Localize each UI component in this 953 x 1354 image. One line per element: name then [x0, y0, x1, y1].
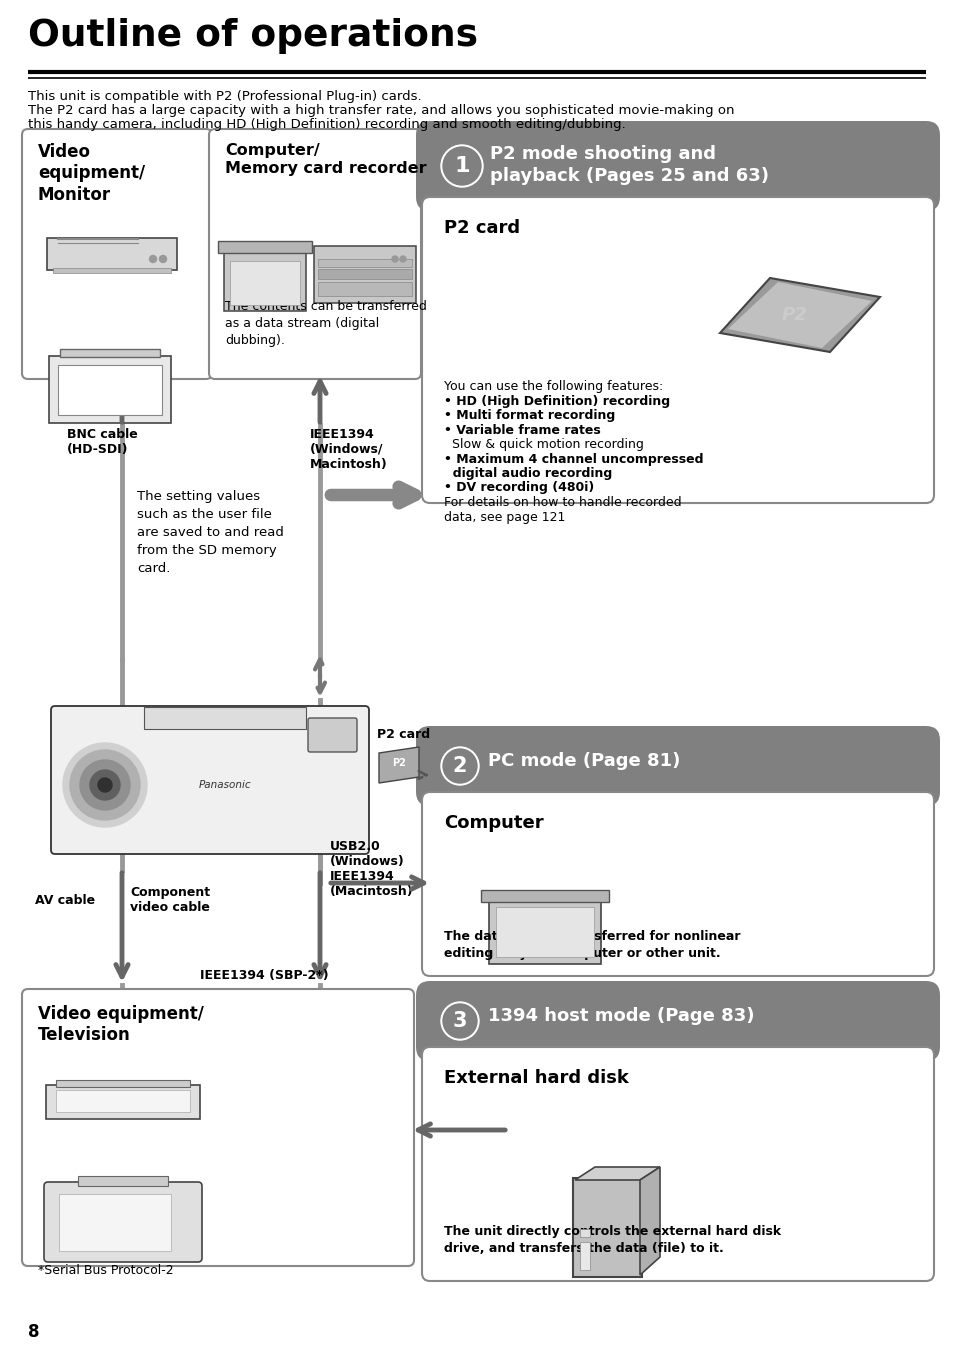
Text: The setting values
such as the user file
are saved to and read
from the SD memor: The setting values such as the user file…	[137, 490, 284, 575]
FancyBboxPatch shape	[317, 269, 412, 279]
FancyBboxPatch shape	[421, 1047, 933, 1281]
Text: this handy camera, including HD (High Definition) recording and smooth editing/d: this handy camera, including HD (High De…	[28, 118, 625, 131]
Text: Panasonic: Panasonic	[198, 780, 251, 789]
FancyBboxPatch shape	[53, 268, 171, 274]
Text: data, see page 121: data, see page 121	[443, 510, 565, 524]
Polygon shape	[727, 282, 871, 348]
Text: BNC cable
(HD-SDI): BNC cable (HD-SDI)	[67, 428, 137, 456]
Text: 1394 host mode (Page 83): 1394 host mode (Page 83)	[488, 1007, 754, 1025]
FancyBboxPatch shape	[209, 129, 420, 379]
FancyBboxPatch shape	[579, 1242, 589, 1270]
FancyBboxPatch shape	[144, 707, 306, 728]
FancyBboxPatch shape	[56, 1090, 190, 1112]
Text: The P2 card has a large capacity with a high transfer rate, and allows you sophi: The P2 card has a large capacity with a …	[28, 104, 734, 116]
FancyBboxPatch shape	[416, 726, 939, 806]
Text: You can use the following features:: You can use the following features:	[443, 380, 662, 393]
Circle shape	[150, 256, 156, 263]
Text: External hard disk: External hard disk	[443, 1070, 628, 1087]
Polygon shape	[575, 1167, 659, 1179]
Text: digital audio recording: digital audio recording	[443, 467, 612, 481]
FancyBboxPatch shape	[56, 1080, 190, 1087]
Text: 1: 1	[454, 156, 469, 176]
Circle shape	[442, 749, 476, 783]
Text: The data (file) is transferred for nonlinear
editing on your computer or other u: The data (file) is transferred for nonli…	[443, 930, 740, 960]
FancyBboxPatch shape	[22, 988, 414, 1266]
FancyBboxPatch shape	[416, 982, 939, 1062]
Circle shape	[440, 145, 482, 187]
FancyBboxPatch shape	[47, 238, 177, 269]
Text: • Multi format recording: • Multi format recording	[443, 409, 615, 422]
Circle shape	[442, 1005, 476, 1039]
Text: P2 card: P2 card	[376, 728, 430, 741]
FancyBboxPatch shape	[230, 261, 299, 305]
Circle shape	[90, 770, 120, 800]
Text: P2 mode shooting and
playback (Pages 25 and 63): P2 mode shooting and playback (Pages 25 …	[490, 145, 768, 185]
FancyBboxPatch shape	[44, 1182, 202, 1262]
FancyBboxPatch shape	[480, 890, 608, 902]
Text: Computer/
Memory card recorder: Computer/ Memory card recorder	[225, 144, 426, 176]
Circle shape	[399, 256, 406, 263]
FancyBboxPatch shape	[22, 129, 212, 379]
Text: • Variable frame rates: • Variable frame rates	[443, 424, 600, 436]
FancyBboxPatch shape	[416, 121, 939, 211]
Polygon shape	[378, 747, 418, 783]
Text: • Maximum 4 channel uncompressed: • Maximum 4 channel uncompressed	[443, 452, 702, 466]
FancyBboxPatch shape	[421, 792, 933, 976]
FancyBboxPatch shape	[46, 1085, 200, 1118]
FancyBboxPatch shape	[78, 1177, 168, 1186]
FancyBboxPatch shape	[58, 366, 162, 414]
FancyBboxPatch shape	[218, 241, 312, 253]
Circle shape	[63, 743, 147, 827]
Text: P2 card: P2 card	[443, 219, 519, 237]
Text: Video
equipment/
Monitor: Video equipment/ Monitor	[38, 144, 145, 204]
FancyBboxPatch shape	[317, 282, 412, 297]
Circle shape	[159, 256, 167, 263]
FancyBboxPatch shape	[317, 259, 412, 267]
Text: For details on how to handle recorded: For details on how to handle recorded	[443, 496, 680, 509]
Text: Slow & quick motion recording: Slow & quick motion recording	[443, 437, 643, 451]
Text: • DV recording (480i): • DV recording (480i)	[443, 482, 594, 494]
Text: 3: 3	[453, 1011, 467, 1030]
Circle shape	[98, 779, 112, 792]
FancyBboxPatch shape	[314, 246, 416, 303]
FancyBboxPatch shape	[51, 705, 369, 854]
FancyBboxPatch shape	[421, 196, 933, 502]
Circle shape	[440, 747, 478, 785]
Text: Outline of operations: Outline of operations	[28, 18, 477, 54]
Text: AV cable: AV cable	[35, 894, 95, 906]
Text: The unit directly controls the external hard disk
drive, and transfers the data : The unit directly controls the external …	[443, 1225, 781, 1255]
Text: • HD (High Definition) recording: • HD (High Definition) recording	[443, 394, 669, 408]
Polygon shape	[720, 278, 879, 352]
Text: The contents can be transferred
as a data stream (digital
dubbing).: The contents can be transferred as a dat…	[225, 301, 426, 347]
FancyBboxPatch shape	[60, 349, 160, 357]
Text: P2: P2	[781, 306, 807, 324]
FancyBboxPatch shape	[489, 900, 600, 964]
Text: PC mode (Page 81): PC mode (Page 81)	[488, 751, 679, 770]
FancyBboxPatch shape	[224, 250, 306, 311]
Text: Component
video cable: Component video cable	[130, 886, 210, 914]
Text: *Serial Bus Protocol-2: *Serial Bus Protocol-2	[38, 1263, 173, 1277]
FancyBboxPatch shape	[496, 907, 594, 957]
Text: USB2.0
(Windows)
IEEE1394
(Macintosh): USB2.0 (Windows) IEEE1394 (Macintosh)	[330, 839, 414, 898]
FancyBboxPatch shape	[573, 1178, 641, 1277]
Circle shape	[70, 750, 140, 821]
Circle shape	[80, 760, 130, 810]
Circle shape	[440, 1002, 478, 1040]
Circle shape	[442, 148, 480, 185]
Text: IEEE1394
(Windows/
Macintosh): IEEE1394 (Windows/ Macintosh)	[310, 428, 387, 471]
Text: Video equipment/
Television: Video equipment/ Television	[38, 1005, 204, 1044]
FancyBboxPatch shape	[579, 1229, 589, 1238]
FancyBboxPatch shape	[49, 356, 171, 422]
Text: 8: 8	[28, 1323, 39, 1340]
Text: P2: P2	[392, 758, 406, 768]
Polygon shape	[639, 1167, 659, 1275]
Text: IEEE1394 (SBP-2*): IEEE1394 (SBP-2*)	[200, 968, 328, 982]
Circle shape	[392, 256, 397, 263]
Text: This unit is compatible with P2 (Professional Plug-in) cards.: This unit is compatible with P2 (Profess…	[28, 89, 421, 103]
Text: Computer: Computer	[443, 814, 543, 831]
Text: 2: 2	[453, 756, 467, 776]
FancyBboxPatch shape	[59, 1194, 171, 1251]
FancyBboxPatch shape	[308, 718, 356, 751]
